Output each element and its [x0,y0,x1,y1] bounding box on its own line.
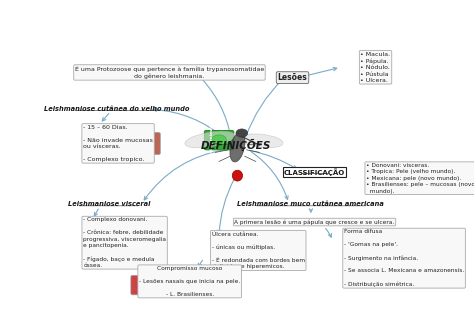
Text: - Complexo donovani.

- Crônica: febre, debilidade
progressiva, visceromegalia
e: - Complexo donovani. - Crônica: febre, d… [83,217,166,268]
Ellipse shape [232,170,243,181]
Circle shape [236,129,248,137]
Text: DEFINIÇÕES: DEFINIÇÕES [201,139,271,151]
FancyBboxPatch shape [252,240,283,261]
FancyBboxPatch shape [122,133,160,154]
Text: • Macula.
• Pápula.
• Nódulo.
• Pústula
• Ulcera.: • Macula. • Pápula. • Nódulo. • Pústula … [360,52,391,83]
FancyBboxPatch shape [393,247,424,280]
Text: Lesões: Lesões [278,73,308,82]
FancyBboxPatch shape [131,275,169,295]
FancyBboxPatch shape [204,130,234,150]
Text: Leishmaniose visceral: Leishmaniose visceral [68,201,150,207]
Text: A primera lesão é uma pápula que cresce e se ulcera.: A primera lesão é uma pápula que cresce … [235,219,395,225]
Text: É uma Protozoose que pertence à família trypanosomatidae
do gênero leishmania.: É uma Protozoose que pertence à família … [75,66,264,79]
Text: Forma difusa

- 'Gomas na pele'.

- Surgimento na infância.

- Se associa L. Mex: Forma difusa - 'Gomas na pele'. - Surgim… [344,229,464,287]
FancyBboxPatch shape [122,229,160,261]
Text: - 15 – 60 Dias.

- Não invade mucosas
ou vísceras.

- Complexo tropico.: - 15 – 60 Dias. - Não invade mucosas ou … [83,125,153,162]
Text: • Donovani: visceras.
• Tropica: Pele (velho mundo).
• Mexicana: pele (novo mund: • Donovani: visceras. • Tropica: Pele (v… [366,163,474,194]
Text: Leishmaniasis: Leishmaniasis [210,123,214,157]
Circle shape [212,135,227,145]
Ellipse shape [239,134,283,148]
Text: Leishmaniose cutânea do velho mundo: Leishmaniose cutânea do velho mundo [44,106,189,112]
Ellipse shape [230,133,245,162]
Text: CLASSIFICAÇÃO: CLASSIFICAÇÃO [284,168,345,176]
Ellipse shape [185,131,235,148]
Text: Leishmaniose muco cutânea americana: Leishmaniose muco cutânea americana [237,201,384,207]
Text: Úlcera cutânea.

- únicas ou múltiplas.

- É redondada com bordes bem
definidos : Úlcera cutânea. - únicas ou múltiplas. -… [212,231,305,269]
Text: Compromisso mucoso

- Lesões nasais que inicia na pele.

- L. Brasilienses.: Compromisso mucoso - Lesões nasais que i… [139,266,240,297]
